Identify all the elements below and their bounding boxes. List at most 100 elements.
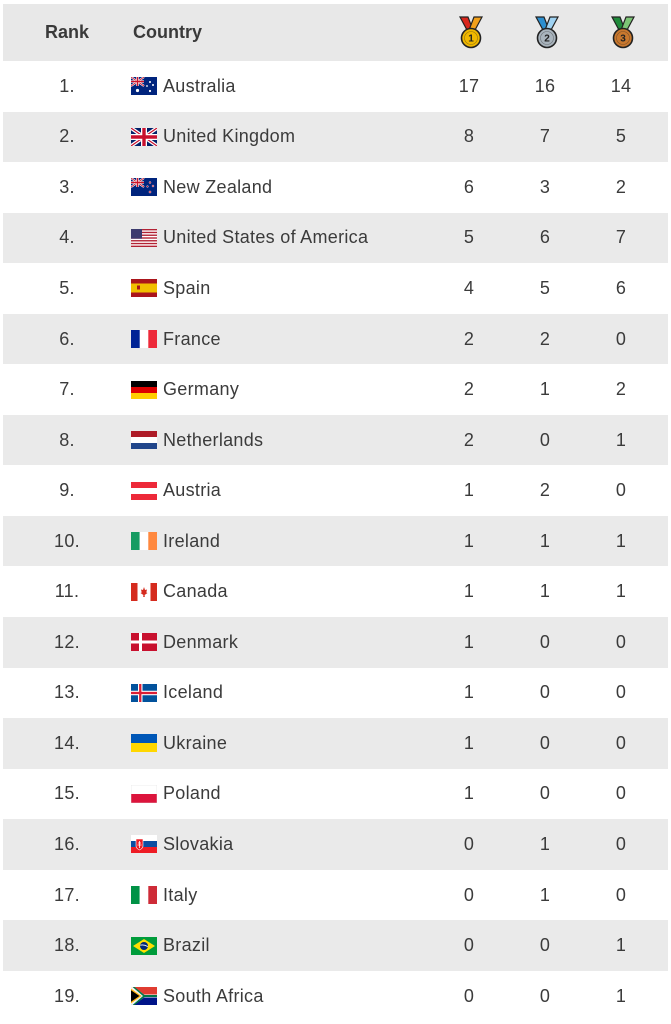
rank-cell: 14. bbox=[54, 732, 80, 753]
silver-count: 0 bbox=[539, 732, 551, 753]
bronze-count: 2 bbox=[615, 176, 627, 197]
table-row: 18. Brazil 0 0 1 bbox=[3, 920, 668, 971]
silver-count: 0 bbox=[539, 985, 551, 1006]
bronze-count: 0 bbox=[615, 480, 627, 501]
table-row: 14. Ukraine 1 0 0 bbox=[3, 718, 668, 769]
country-name: Poland bbox=[163, 783, 221, 804]
silver-count: 5 bbox=[539, 277, 551, 298]
country-cell: New Zealand bbox=[131, 177, 431, 198]
table-header: Rank Country 1 2 3 bbox=[3, 4, 668, 61]
france-flag-icon bbox=[131, 330, 157, 348]
table-row: 10. Ireland 1 1 1 bbox=[3, 515, 668, 567]
country-cell: South Africa bbox=[131, 986, 431, 1007]
rank-cell: 10. bbox=[54, 530, 80, 551]
country-name: South Africa bbox=[163, 985, 264, 1006]
country-column-header: Country bbox=[133, 22, 202, 42]
country-cell: Australia bbox=[131, 76, 431, 97]
gold-count: 1 bbox=[463, 581, 475, 602]
bronze-count: 0 bbox=[615, 682, 627, 703]
ukraine-flag-icon bbox=[131, 734, 157, 753]
silver-count: 1 bbox=[539, 530, 551, 551]
rank-cell: 19. bbox=[54, 985, 80, 1006]
country-cell: France bbox=[131, 329, 431, 350]
iceland-flag-icon bbox=[131, 683, 157, 702]
denmark-flag-icon bbox=[131, 633, 157, 652]
gold-count: 1 bbox=[463, 732, 475, 753]
table-row: 5. Spain 4 5 6 bbox=[3, 263, 668, 314]
country-name: Netherlands bbox=[163, 429, 264, 450]
gold-count: 0 bbox=[463, 884, 475, 905]
table-row: 1. Australia 17 16 14 bbox=[3, 61, 668, 112]
bronze-count: 0 bbox=[615, 328, 627, 349]
silver-count: 0 bbox=[539, 783, 551, 804]
rank-cell: 4. bbox=[59, 227, 75, 248]
country-name: United Kingdom bbox=[163, 126, 296, 147]
gold-count: 17 bbox=[458, 75, 480, 96]
country-name: Iceland bbox=[163, 682, 224, 703]
table-row: 13. Iceland 1 0 0 bbox=[3, 667, 668, 719]
rank-cell: 9. bbox=[59, 480, 75, 501]
country-name: Austria bbox=[163, 480, 222, 501]
rank-cell: 8. bbox=[59, 429, 75, 450]
table-row: 17. Italy 0 1 0 bbox=[3, 869, 668, 921]
gold-count: 1 bbox=[463, 682, 475, 703]
table-row: 16. Slovakia 0 1 0 bbox=[3, 819, 668, 870]
silver-medal-icon: 2 bbox=[509, 15, 585, 50]
country-name: Canada bbox=[163, 581, 228, 602]
country-name: Australia bbox=[163, 75, 236, 96]
rank-cell: 5. bbox=[59, 277, 75, 298]
table-row: 9. Austria 1 2 0 bbox=[3, 465, 668, 516]
silver-count: 7 bbox=[539, 126, 551, 147]
silver-count: 16 bbox=[534, 75, 556, 96]
gold-count: 1 bbox=[463, 783, 475, 804]
country-name: New Zealand bbox=[163, 176, 273, 197]
gold-count: 5 bbox=[463, 227, 475, 248]
silver-count: 1 bbox=[539, 884, 551, 905]
gold-medal-icon: 1 bbox=[433, 15, 509, 50]
germany-flag-icon bbox=[131, 380, 157, 399]
country-cell: United States of America bbox=[131, 227, 431, 248]
bronze-count: 1 bbox=[615, 530, 627, 551]
bronze-count: 14 bbox=[610, 75, 632, 96]
bronze-count: 6 bbox=[615, 277, 627, 298]
silver-count: 1 bbox=[539, 581, 551, 602]
bronze-medal-icon: 3 bbox=[585, 15, 661, 50]
country-cell: Ukraine bbox=[131, 733, 431, 754]
silver-count: 0 bbox=[539, 429, 551, 450]
bronze-count: 1 bbox=[615, 935, 627, 956]
rank-column-header: Rank bbox=[44, 22, 89, 42]
netherlands-flag-icon bbox=[131, 431, 157, 450]
table-row: 2. United Kingdom 8 7 5 bbox=[3, 111, 668, 163]
bronze-count: 0 bbox=[615, 732, 627, 753]
silver-count: 0 bbox=[539, 682, 551, 703]
new-zealand-flag-icon bbox=[131, 178, 157, 197]
rank-cell: 17. bbox=[54, 884, 80, 905]
country-cell: Poland bbox=[131, 783, 431, 804]
gold-count: 1 bbox=[463, 530, 475, 551]
country-name: Brazil bbox=[163, 935, 210, 956]
country-name: Slovakia bbox=[163, 833, 234, 854]
country-name: Spain bbox=[163, 277, 211, 298]
bronze-count: 2 bbox=[615, 379, 627, 400]
canada-flag-icon bbox=[131, 582, 157, 601]
gold-count: 6 bbox=[463, 176, 475, 197]
gold-count: 8 bbox=[463, 126, 475, 147]
medal-table: Rank Country 1 2 3 1. Australia 17 16 14 2. Un… bbox=[3, 4, 668, 1022]
svg-text:3: 3 bbox=[620, 33, 626, 44]
spain-flag-icon bbox=[131, 279, 157, 298]
table-row: 8. Netherlands 2 0 1 bbox=[3, 414, 668, 466]
south-africa-flag-icon bbox=[131, 987, 157, 1006]
country-cell: Italy bbox=[131, 885, 431, 906]
bronze-count: 1 bbox=[615, 429, 627, 450]
country-cell: Ireland bbox=[131, 531, 431, 552]
rank-cell: 16. bbox=[54, 833, 80, 854]
rank-cell: 3. bbox=[59, 176, 75, 197]
bronze-count: 0 bbox=[615, 833, 627, 854]
table-row: 15. Poland 1 0 0 bbox=[3, 768, 668, 820]
table-row: 12. Denmark 1 0 0 bbox=[3, 617, 668, 668]
country-cell: Netherlands bbox=[131, 430, 431, 451]
table-row: 6. France 2 2 0 bbox=[3, 313, 668, 365]
gold-count: 2 bbox=[463, 379, 475, 400]
table-row: 11. Canada 1 1 1 bbox=[3, 566, 668, 618]
country-name: Italy bbox=[163, 884, 198, 905]
